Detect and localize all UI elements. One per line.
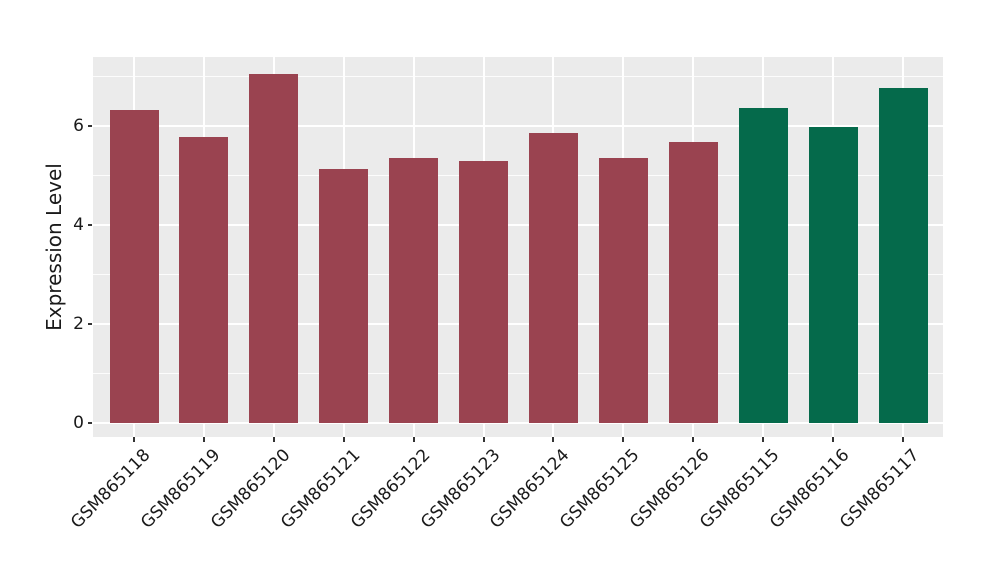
bar-GSM865122 xyxy=(389,158,439,423)
gridline-horizontal-major xyxy=(93,422,943,424)
plot-panel xyxy=(93,57,943,437)
x-tick-mark xyxy=(552,437,555,442)
y-tick-label: 6 xyxy=(73,115,84,136)
x-tick-mark xyxy=(832,437,835,442)
bar-GSM865115 xyxy=(738,108,788,423)
x-tick-mark xyxy=(762,437,765,442)
x-tick-mark xyxy=(622,437,625,442)
x-tick-mark xyxy=(342,437,345,442)
y-tick-mark xyxy=(88,125,92,127)
y-tick-mark xyxy=(88,323,92,325)
bar-GSM865116 xyxy=(808,127,858,423)
gridline-horizontal-minor xyxy=(93,175,943,176)
x-tick-mark xyxy=(272,437,275,442)
y-tick-label: 2 xyxy=(73,313,84,334)
x-tick-mark xyxy=(902,437,904,442)
x-tick-mark xyxy=(202,437,205,442)
bar-GSM865117 xyxy=(878,87,928,423)
bar-GSM865119 xyxy=(179,137,229,423)
bar-GSM865123 xyxy=(459,161,509,423)
bar-GSM865118 xyxy=(109,110,159,423)
bar-GSM865124 xyxy=(528,132,578,423)
x-tick-mark xyxy=(133,437,135,442)
x-tick-mark xyxy=(692,437,695,442)
x-tick-mark xyxy=(412,437,415,442)
y-tick-label: 4 xyxy=(73,214,84,235)
y-tick-mark xyxy=(88,224,92,226)
y-tick-label: 0 xyxy=(73,412,84,433)
x-tick-mark xyxy=(482,437,485,442)
gridline-horizontal-minor xyxy=(93,373,943,374)
y-tick-mark xyxy=(88,422,92,424)
gridline-horizontal-minor xyxy=(93,274,943,275)
y-axis-title: Expression Level xyxy=(42,163,66,331)
gridline-horizontal-major xyxy=(93,323,943,325)
x-tick-label: GSM865118 xyxy=(67,445,155,533)
bar-GSM865121 xyxy=(319,169,369,423)
bar-GSM865126 xyxy=(668,141,718,423)
gridline-horizontal-major xyxy=(93,224,943,226)
bar-GSM865120 xyxy=(249,73,299,423)
gridline-horizontal-minor xyxy=(93,76,943,77)
bar-GSM865125 xyxy=(598,158,648,423)
gridline-horizontal-major xyxy=(93,125,943,127)
